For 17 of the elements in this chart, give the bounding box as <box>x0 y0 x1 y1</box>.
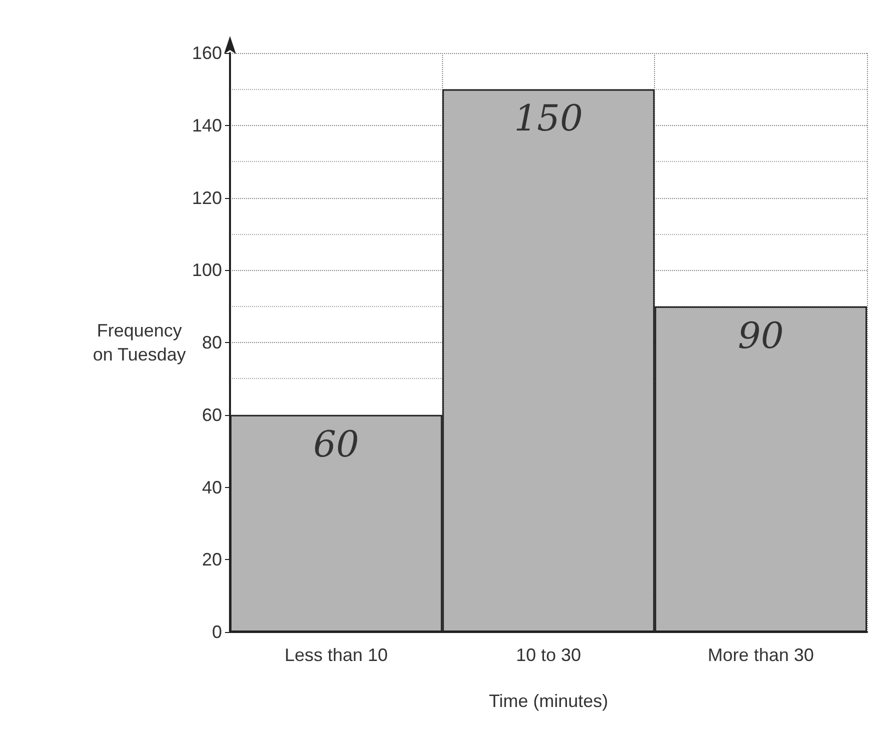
x-tick-label: Less than 10 <box>284 645 388 665</box>
y-tick-label: 40 <box>202 477 222 498</box>
y-tick-label: 80 <box>202 332 222 352</box>
x-axis-title: Time (minutes) <box>488 691 608 711</box>
data-label: 60 <box>313 424 360 466</box>
y-axis-title: Frequency on Tuesday <box>92 320 186 364</box>
y-tick-label: 100 <box>192 260 222 280</box>
y-tick-label: 120 <box>192 188 222 208</box>
x-tick-label: 10 to 30 <box>516 645 582 665</box>
y-tick-label: 60 <box>202 404 222 425</box>
y-tick-label: 140 <box>192 115 222 136</box>
data-label: 90 <box>738 316 784 357</box>
y-tick-label: 20 <box>202 550 222 570</box>
y-tick-label: 160 <box>192 43 222 63</box>
y-tick-label: 0 <box>212 622 222 642</box>
x-tick-label: More than 30 <box>708 645 814 665</box>
data-label: 150 <box>514 98 583 140</box>
